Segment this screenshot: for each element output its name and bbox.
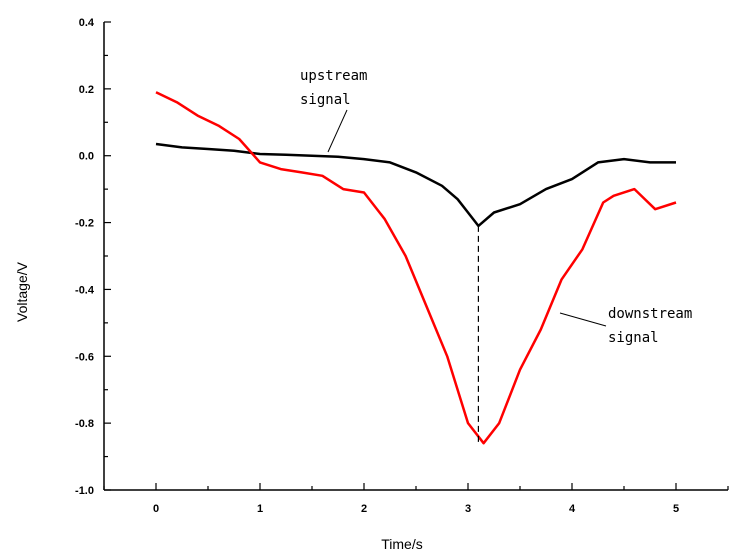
- x-axis-label: Time/s: [381, 536, 422, 552]
- upstream-annotation-line1: upstream: [300, 68, 367, 84]
- y-axis-label: Voltage/V: [14, 261, 30, 322]
- y-tick-label: 0.2: [79, 84, 94, 96]
- downstream-signal-line: [155, 91, 677, 445]
- x-tick-label: 2: [361, 503, 367, 515]
- x-tick-label: 5: [673, 503, 679, 515]
- upstream-annotation-line2: signal: [300, 92, 351, 108]
- x-tick-label: 4: [569, 503, 576, 515]
- y-tick-label: -1.0: [75, 485, 94, 497]
- axes: [103, 22, 728, 491]
- series-lines: [155, 91, 677, 445]
- y-tick-label: -0.6: [75, 351, 94, 363]
- y-tick-label: -0.4: [75, 284, 95, 296]
- x-tick-label: 1: [257, 503, 263, 515]
- x-tick-label: 0: [153, 503, 159, 515]
- downstream-annotation: downstream signal: [559, 306, 692, 346]
- x-tick-label: 3: [465, 503, 471, 515]
- y-tick-label: 0.0: [79, 151, 94, 163]
- y-tick-label: 0.4: [79, 17, 95, 29]
- downstream-annotation-line1: downstream: [608, 306, 692, 322]
- y-tick-label: -0.2: [75, 218, 94, 230]
- downstream-annotation-line2: signal: [608, 330, 659, 346]
- downstream-annotation-leader: [559, 312, 607, 327]
- upstream-annotation: upstream signal: [300, 68, 367, 153]
- upstream-annotation-leader: [327, 109, 348, 153]
- y-tick-label: -0.8: [75, 418, 94, 430]
- ticks: 0 1 2 3 4 5 -1.0 -0.8 -0.6 -0.4 -0.2 0.0 0.2 0.4: [75, 17, 729, 515]
